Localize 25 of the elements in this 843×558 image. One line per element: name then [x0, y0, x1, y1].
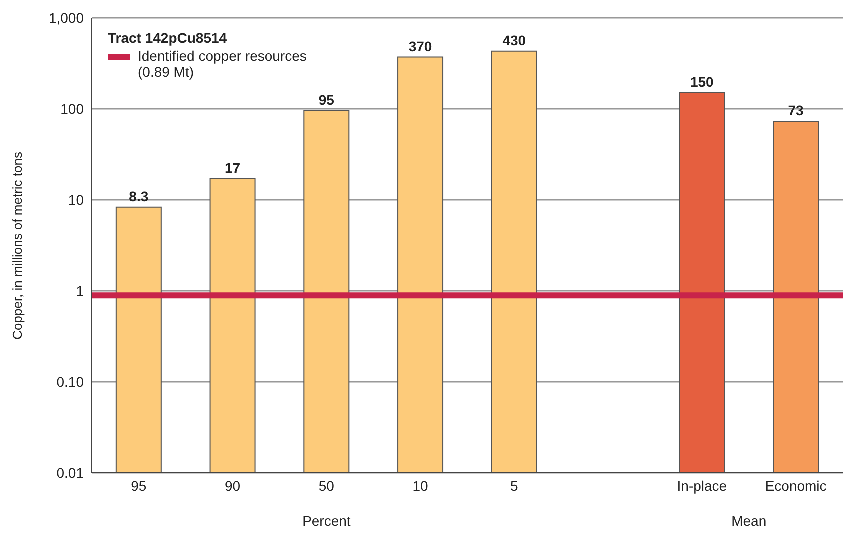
y-tick-label: 0.10 [56, 374, 84, 390]
y-tick-label: 1,000 [48, 10, 84, 26]
x-tick-label: 10 [412, 478, 429, 494]
y-axis-title: Copper, in millions of metric tons [10, 152, 25, 340]
y-tick-label: 0.01 [56, 464, 84, 481]
legend-label: Identified copper resources (0.89 Mt) [138, 48, 308, 80]
x-tick-label: Economic [765, 478, 827, 494]
data-label: 150 [690, 74, 714, 90]
legend-title: Tract 142pCu8514 [108, 30, 228, 46]
data-label: 73 [788, 102, 804, 118]
data-label: 370 [408, 38, 432, 54]
y-tick-label: 10 [68, 192, 84, 208]
x-tick-label: 95 [131, 478, 147, 494]
text: Percent [302, 513, 352, 529]
data-label: 17 [224, 160, 241, 176]
x-tick-label: In-place [677, 478, 728, 494]
data-label: 95 [318, 92, 335, 108]
data-label: 430 [502, 32, 526, 48]
y-tick-label: 100 [60, 100, 84, 117]
x-tick-label: 5 [510, 478, 519, 494]
data-label: 8.3 [129, 188, 149, 204]
x-tick-label: 90 [225, 478, 241, 494]
x-tick-label: 50 [318, 478, 335, 494]
text: Mean [730, 513, 768, 529]
y-tick-label: 1 [76, 282, 84, 299]
